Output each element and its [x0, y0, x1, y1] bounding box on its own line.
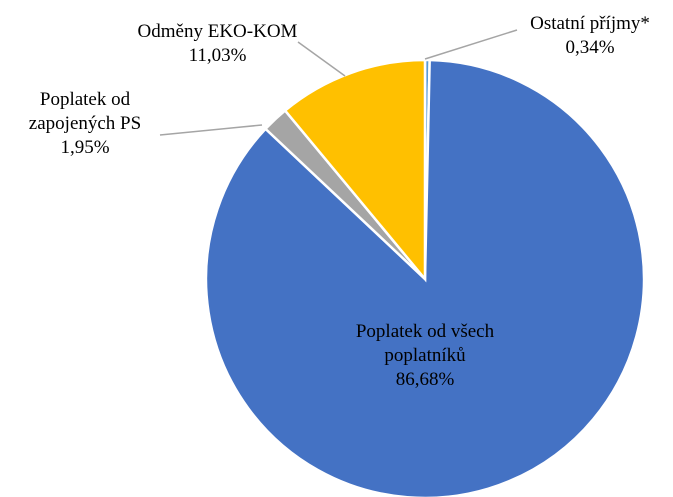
category-name: Ostatní příjmy*	[530, 13, 650, 34]
slice-label: Ostatní příjmy* 0,34%	[510, 12, 670, 60]
slice-label: Poplatek od všech poplatníků 86,68%	[315, 320, 535, 392]
leader-line	[297, 41, 346, 77]
value-label: 1,95%	[60, 137, 110, 158]
value-label: 0,34%	[565, 37, 615, 58]
slice-label: Odměny EKO-KOM 11,03%	[135, 20, 300, 68]
pie-slice	[204, 58, 646, 497]
leader-line	[159, 124, 263, 136]
leader-line	[424, 29, 518, 60]
pie-slice	[283, 58, 427, 283]
category-name: Poplatek od všech poplatníků	[355, 321, 495, 366]
category-name: Poplatek od zapojených PS	[28, 89, 142, 134]
value-label: 11,03%	[188, 45, 247, 66]
category-name: Odměny EKO-KOM	[137, 21, 298, 42]
slice-label: Poplatek od zapojených PS 1,95%	[0, 88, 170, 160]
value-label: 86,68%	[395, 369, 455, 390]
